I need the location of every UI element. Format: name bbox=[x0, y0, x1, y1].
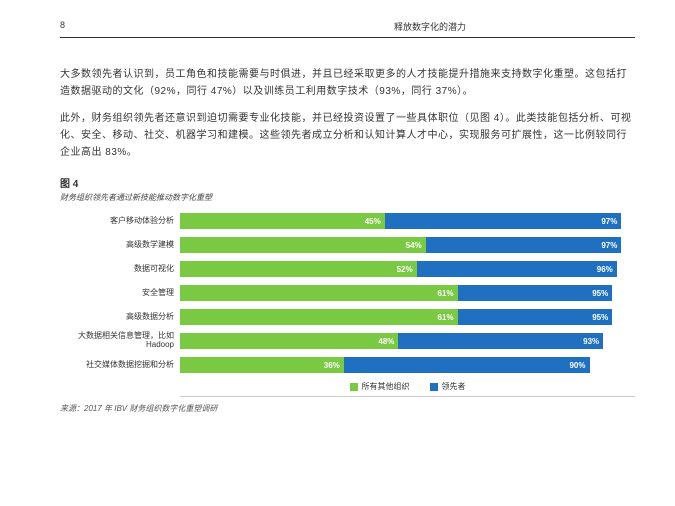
chart-legend: 所有其他组织 领先者 bbox=[180, 381, 635, 397]
source-note: 来源：2017 年 IBV 财务组织数字化重塑调研 bbox=[60, 403, 635, 414]
bar-peers: 45% bbox=[180, 213, 385, 229]
figure-caption: 财务组织领先者通过新技能推动数字化重塑 bbox=[60, 192, 635, 203]
bar-peers: 61% bbox=[180, 309, 458, 325]
chart-row: 社交媒体数据挖掘和分析90%36% bbox=[180, 355, 635, 375]
chart-row: 客户移动体验分析97%45% bbox=[180, 211, 635, 231]
bar-leaders-value: 93% bbox=[583, 337, 599, 346]
category-label: 大数据相关信息管理，比如 Hadoop bbox=[60, 332, 180, 350]
bar-peers-value: 52% bbox=[397, 265, 413, 274]
bar-peers-value: 54% bbox=[406, 241, 422, 250]
bar-peers: 36% bbox=[180, 357, 344, 373]
bar-leaders-value: 90% bbox=[569, 361, 585, 370]
legend-peers: 所有其他组织 bbox=[350, 381, 410, 392]
bar-area: 95% 61% bbox=[180, 309, 635, 325]
chart-row: 安全管理95%61% bbox=[180, 283, 635, 303]
bar-leaders-value: 97% bbox=[601, 217, 617, 226]
bar-area: 97% 54% bbox=[180, 237, 635, 253]
bar-peers: 48% bbox=[180, 333, 398, 349]
legend-peers-label: 所有其他组织 bbox=[362, 381, 410, 392]
bar-leaders-value: 95% bbox=[592, 289, 608, 298]
bar-area: 96% 52% bbox=[180, 261, 635, 277]
category-label: 高级数据分析 bbox=[60, 313, 180, 322]
category-label: 高级数学建模 bbox=[60, 241, 180, 250]
chart-row: 大数据相关信息管理，比如 Hadoop93%48% bbox=[180, 331, 635, 351]
bar-area: 93% 48% bbox=[180, 333, 635, 349]
bar-peers-value: 61% bbox=[438, 289, 454, 298]
page-header: 8 释放数字化的潜力 bbox=[60, 20, 635, 38]
page-number: 8 bbox=[60, 20, 65, 33]
legend-leaders-label: 领先者 bbox=[442, 381, 466, 392]
figure-label: 图 4 bbox=[60, 175, 635, 190]
bar-peers-value: 61% bbox=[438, 313, 454, 322]
paragraph-2: 此外，财务组织领先者还意识到迫切需要专业化技能，并已经投资设置了一些具体职位（见… bbox=[60, 110, 635, 161]
legend-leaders: 领先者 bbox=[430, 381, 466, 392]
bar-area: 97% 45% bbox=[180, 213, 635, 229]
bar-peers: 54% bbox=[180, 237, 426, 253]
swatch-icon bbox=[350, 383, 358, 391]
bar-chart: 客户移动体验分析 97% 45% 高级数学建模 97% 54% 数据可视化 96% 52% 安全管… bbox=[60, 211, 635, 375]
chart-row: 数据可视化96%52% bbox=[180, 259, 635, 279]
bar-leaders-value: 96% bbox=[597, 265, 613, 274]
chart-row: 高级数学建模97%54% bbox=[180, 235, 635, 255]
bar-area: 90% 36% bbox=[180, 357, 635, 373]
bar-peers-value: 36% bbox=[324, 361, 340, 370]
category-label: 客户移动体验分析 bbox=[60, 217, 180, 226]
bar-area: 95% 61% bbox=[180, 285, 635, 301]
swatch-icon bbox=[430, 383, 438, 391]
bar-leaders-value: 95% bbox=[592, 313, 608, 322]
bar-peers: 52% bbox=[180, 261, 417, 277]
chart-row: 高级数据分析95%61% bbox=[180, 307, 635, 327]
category-label: 安全管理 bbox=[60, 289, 180, 298]
category-label: 数据可视化 bbox=[60, 265, 180, 274]
paragraph-1: 大多数领先者认识到，员工角色和技能需要与时俱进，并且已经采取更多的人才技能提升措… bbox=[60, 66, 635, 100]
bar-peers-value: 48% bbox=[378, 337, 394, 346]
bar-leaders-value: 97% bbox=[601, 241, 617, 250]
bar-peers: 61% bbox=[180, 285, 458, 301]
bar-peers-value: 45% bbox=[365, 217, 381, 226]
running-title: 释放数字化的潜力 bbox=[394, 20, 466, 33]
category-label: 社交媒体数据挖掘和分析 bbox=[60, 361, 180, 370]
